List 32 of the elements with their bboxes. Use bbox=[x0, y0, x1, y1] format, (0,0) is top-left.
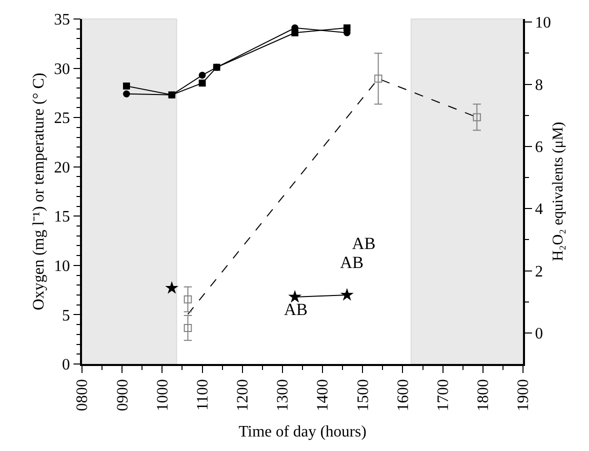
x-tick-label: 1000 bbox=[154, 379, 172, 412]
x-tick-label: 1100 bbox=[194, 379, 212, 411]
x-tick-label: 1700 bbox=[435, 379, 452, 412]
x-tick-label: 1500 bbox=[354, 379, 372, 412]
y-tick-label: 0 bbox=[62, 356, 70, 374]
y2-tick-label: 8 bbox=[534, 76, 543, 94]
annotation: AB bbox=[352, 234, 376, 253]
y2-tick-label: 4 bbox=[534, 201, 543, 218]
y-tick-label: 25 bbox=[54, 110, 70, 128]
x-tick-label: 1900 bbox=[515, 379, 532, 412]
x-tick-label: 1800 bbox=[475, 379, 492, 412]
y-tick-label: 15 bbox=[54, 208, 70, 226]
y2-axis-title: H₂O₂ equivalents (μM) bbox=[550, 122, 566, 262]
y-tick-label: 20 bbox=[54, 159, 70, 176]
y-tick-label: 10 bbox=[54, 258, 70, 276]
annotation: AB bbox=[284, 300, 308, 319]
x-tick-label: 1200 bbox=[234, 379, 252, 412]
y-axis-title: Oxygen (mg l⁻¹) or temperature (° C) bbox=[30, 72, 48, 310]
y-tick-label: 30 bbox=[54, 60, 70, 78]
x-tick-label: 0800 bbox=[74, 379, 92, 412]
y-tick-label: 5 bbox=[62, 307, 70, 324]
y2-tick-label: 0 bbox=[534, 326, 543, 343]
y2-tick-label: 10 bbox=[534, 14, 551, 32]
x-tick-label: 1300 bbox=[274, 379, 292, 412]
x-tick-label: 1600 bbox=[394, 379, 412, 412]
y-tick-label: 35 bbox=[54, 12, 70, 29]
x-tick-label: 1400 bbox=[314, 379, 332, 412]
x-axis-title: Time of day (hours) bbox=[238, 423, 366, 440]
annotation: AB bbox=[340, 253, 364, 272]
x-tick-label: 0900 bbox=[114, 379, 132, 412]
y2-tick-label: 2 bbox=[534, 263, 543, 280]
y2-tick-label: 6 bbox=[534, 139, 543, 156]
